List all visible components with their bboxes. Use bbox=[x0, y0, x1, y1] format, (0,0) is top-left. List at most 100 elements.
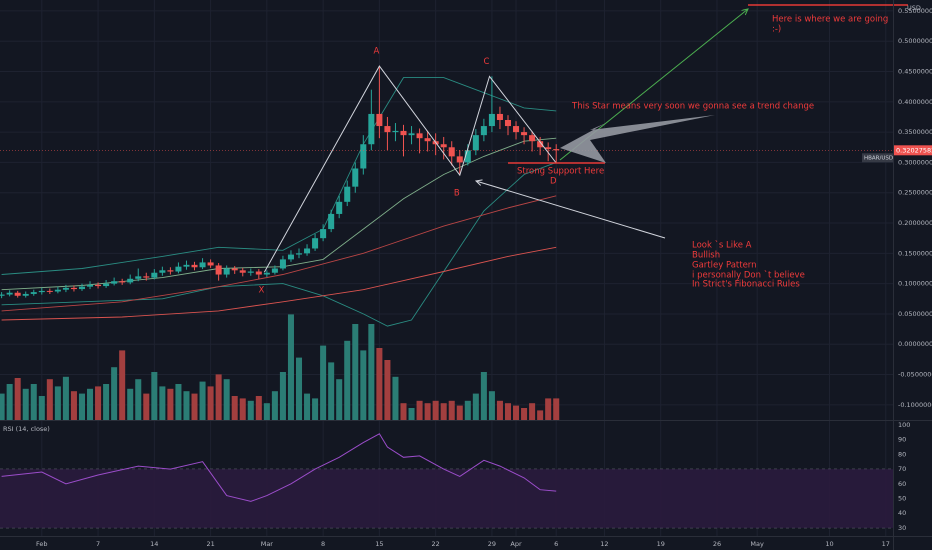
candle-body bbox=[119, 281, 126, 283]
x-tick-label: 14 bbox=[150, 540, 158, 548]
candle-body bbox=[0, 294, 5, 296]
candle-body bbox=[488, 113, 495, 127]
volume-bar bbox=[46, 379, 53, 420]
candle-body bbox=[464, 150, 471, 163]
volume-bar bbox=[111, 367, 118, 420]
candle-body bbox=[62, 287, 69, 290]
candle-body bbox=[312, 238, 319, 249]
volume-bar bbox=[496, 400, 503, 420]
annotation: Bullish bbox=[692, 251, 720, 261]
candle-body bbox=[70, 287, 77, 290]
volume-bar bbox=[416, 400, 423, 420]
candle-body bbox=[54, 289, 61, 292]
volume-bar bbox=[513, 405, 520, 420]
volume-bar bbox=[127, 388, 134, 420]
rsi-tick-label: 30 bbox=[898, 524, 906, 532]
volume-bar bbox=[183, 391, 190, 420]
pattern-label: D bbox=[550, 177, 557, 187]
candle-body bbox=[336, 201, 343, 214]
rsi-band bbox=[0, 469, 893, 528]
rsi-tick-label: 60 bbox=[898, 480, 906, 488]
candle-body bbox=[496, 113, 503, 120]
candle-body bbox=[521, 132, 528, 136]
x-tick-label: Mar bbox=[261, 540, 274, 548]
candle-body bbox=[328, 213, 335, 230]
candle-body bbox=[480, 126, 487, 136]
gray-arrow bbox=[560, 115, 715, 163]
x-tick-label: Feb bbox=[36, 540, 48, 548]
candle-body bbox=[360, 144, 367, 169]
overlay-line bbox=[1, 137, 557, 291]
annotation: In Strict's Fibonacci Rules bbox=[692, 280, 800, 290]
candle-body bbox=[103, 283, 110, 287]
volume-bar bbox=[472, 393, 479, 420]
volume-bar bbox=[239, 398, 246, 420]
annotation: Gartley Pattern bbox=[692, 261, 757, 271]
candle-body bbox=[263, 272, 270, 275]
volume-bar bbox=[247, 400, 254, 420]
volume-bar bbox=[537, 410, 544, 420]
rsi-title: RSI (14, close) bbox=[3, 425, 50, 433]
candle-body bbox=[537, 141, 544, 148]
pattern-label: X bbox=[259, 286, 265, 296]
volume-bar bbox=[328, 362, 335, 420]
symbol-box bbox=[862, 153, 893, 163]
rsi-tick-label: 90 bbox=[898, 436, 906, 444]
pattern-label: A bbox=[373, 47, 379, 57]
annotation: :-) bbox=[772, 25, 781, 35]
price-label: 0.32027582 bbox=[896, 146, 932, 154]
candle-body bbox=[78, 286, 85, 290]
volume-bar bbox=[255, 396, 262, 420]
volume-bar bbox=[95, 386, 102, 420]
candle-body bbox=[440, 144, 447, 148]
volume-bar bbox=[119, 350, 126, 420]
candle-body bbox=[456, 156, 463, 163]
volume-bar bbox=[191, 393, 198, 420]
candle-body bbox=[175, 266, 182, 272]
volume-bar bbox=[6, 384, 13, 420]
candle-body bbox=[199, 262, 206, 268]
volume-bar bbox=[231, 396, 238, 420]
volume-bar bbox=[54, 386, 61, 420]
x-tick-label: 12 bbox=[600, 540, 608, 548]
volume-bar bbox=[295, 357, 303, 420]
candle-body bbox=[424, 138, 431, 142]
volume-bar bbox=[312, 398, 319, 420]
candle-body bbox=[392, 130, 399, 133]
volume-bar bbox=[376, 348, 383, 420]
x-tick-label: Apr bbox=[510, 540, 522, 548]
candle-body bbox=[143, 276, 150, 278]
candle-body bbox=[127, 278, 134, 283]
volume-bar bbox=[529, 403, 536, 420]
volume-bar bbox=[368, 324, 375, 420]
x-tick-label: 6 bbox=[554, 540, 558, 548]
candle-body bbox=[159, 270, 166, 273]
volume-bar bbox=[320, 345, 327, 420]
plot: X A B C D bbox=[0, 47, 893, 502]
candle-body bbox=[513, 126, 520, 133]
overlay-line bbox=[1, 195, 557, 312]
volume-bar bbox=[38, 396, 45, 420]
pattern-label: C bbox=[484, 57, 490, 67]
y-tick-label: 0.00000000 bbox=[898, 340, 932, 348]
rsi-tick-label: 50 bbox=[898, 495, 906, 503]
candle-body bbox=[6, 292, 13, 295]
candle-body bbox=[320, 229, 327, 239]
x-tick-label: 17 bbox=[882, 540, 890, 548]
volume-bar bbox=[14, 378, 21, 420]
x-tick-label: 10 bbox=[825, 540, 833, 548]
candle-body bbox=[416, 133, 423, 139]
rsi-line bbox=[1, 433, 557, 502]
candle-body bbox=[14, 292, 21, 296]
